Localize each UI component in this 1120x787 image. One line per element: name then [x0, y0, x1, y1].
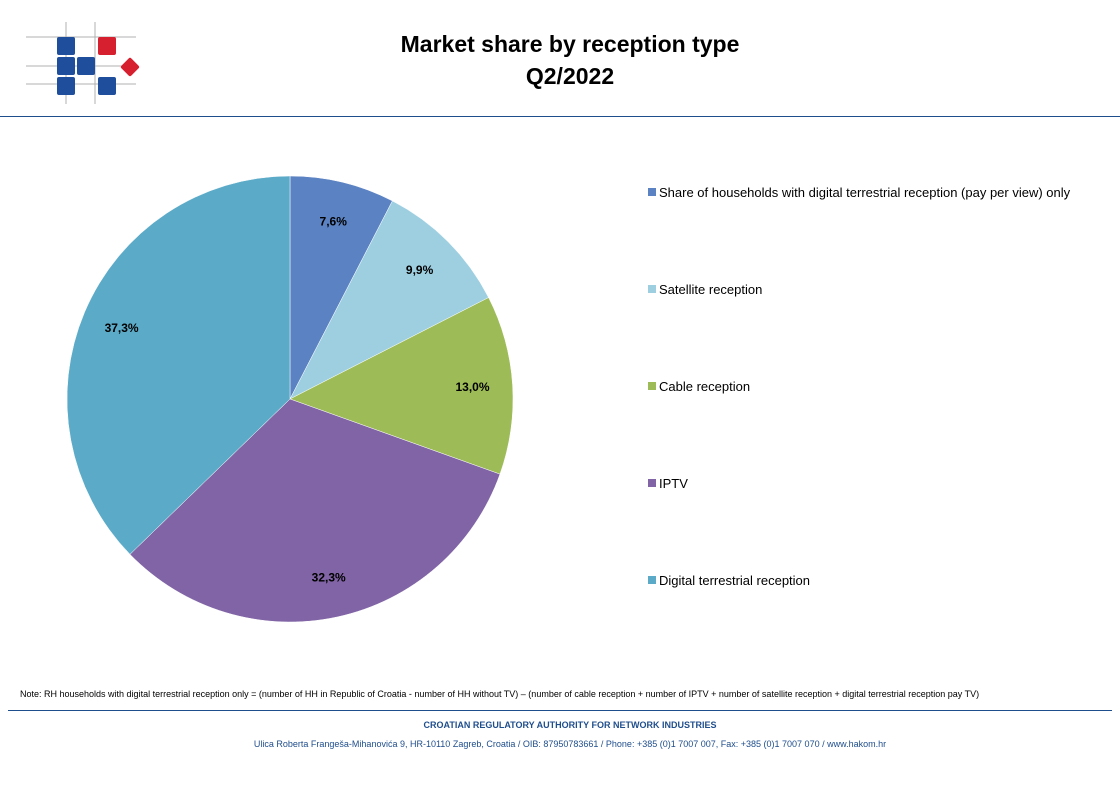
footnote: Note: RH households with digital terrest… — [20, 689, 980, 699]
header-divider — [0, 116, 1120, 117]
legend-swatch — [648, 479, 656, 487]
chart-title-line2: Q2/2022 — [525, 63, 615, 89]
chart-legend: Share of households with digital terrest… — [648, 182, 1070, 667]
legend-item: IPTV — [648, 473, 1070, 493]
legend-swatch — [648, 576, 656, 584]
slice-data-label: 32,3% — [312, 571, 346, 585]
pie-slice — [289, 297, 514, 475]
slice-data-label: 7,6% — [320, 214, 348, 228]
pie-slice — [129, 398, 501, 623]
legend-label: IPTV — [659, 475, 688, 491]
slice-data-label: 9,9% — [406, 263, 434, 277]
legend-label: Digital terrestrial reception — [659, 572, 811, 588]
pie-slice — [289, 175, 393, 400]
legend-swatch — [648, 188, 656, 196]
legend-label: Satellite reception — [659, 281, 763, 297]
footer-organization: CROATIAN REGULATORY AUTHORITY FOR NETWOR… — [423, 720, 717, 730]
legend-swatch — [648, 285, 656, 293]
footer-address: Ulica Roberta Frangeša-Mihanovića 9, HR-… — [253, 739, 887, 749]
pie-slice — [289, 200, 489, 400]
legend-item: Share of households with digital terrest… — [648, 182, 1070, 202]
slice-data-label: 13,0% — [455, 380, 489, 394]
legend-label: Share of households with digital terrest… — [659, 184, 1071, 200]
pie-slice — [66, 175, 291, 555]
pie-chart: 7,6% 9,9% 13,0% 32,3% 37,3% — [66, 175, 514, 623]
legend-label: Cable reception — [659, 378, 751, 394]
legend-item: Satellite reception — [648, 279, 1070, 299]
footer-divider — [8, 710, 1112, 711]
legend-swatch — [648, 382, 656, 390]
hakom-logo — [26, 22, 140, 104]
chart-title-line1: Market share by reception type — [400, 31, 740, 57]
legend-item: Cable reception — [648, 376, 1070, 396]
legend-item: Digital terrestrial reception — [648, 570, 1070, 590]
slice-data-label: 37,3% — [105, 321, 139, 335]
